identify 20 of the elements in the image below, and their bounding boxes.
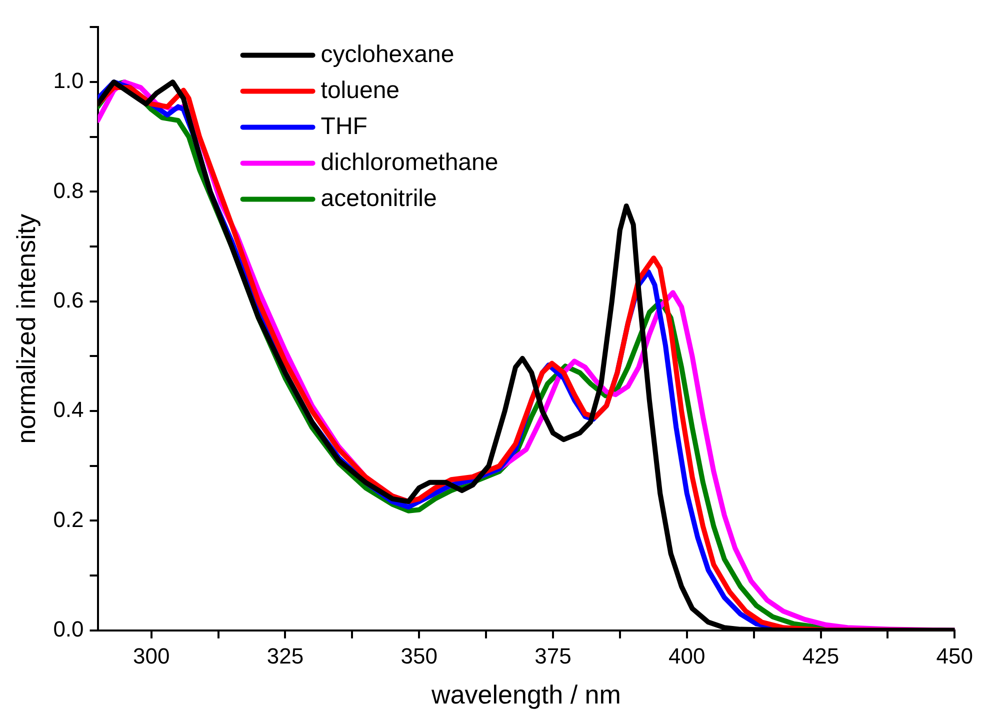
- y-tick-label: 0.6: [53, 287, 84, 312]
- y-tick-label: 0.8: [53, 178, 84, 203]
- x-tick-label: 450: [936, 644, 974, 669]
- x-tick-label: 300: [132, 644, 170, 669]
- x-tick-label: 325: [266, 644, 304, 669]
- legend-label: dichloromethane: [320, 148, 498, 176]
- y-tick-label: 0.4: [53, 397, 84, 422]
- y-tick-label: 1.0: [53, 68, 84, 94]
- y-tick-label: 0.0: [53, 616, 84, 642]
- legend-label: acetonitrile: [320, 184, 437, 212]
- x-tick-label: 400: [668, 644, 706, 669]
- legend-label: cyclohexane: [320, 40, 454, 68]
- legend-label: toluene: [320, 76, 400, 104]
- x-axis-title: wavelength / nm: [430, 680, 621, 710]
- y-tick-label: 0.2: [53, 506, 84, 532]
- legend-label: THF: [320, 112, 368, 140]
- x-tick-label: 375: [534, 644, 572, 669]
- y-axis-title: normalized intensity: [10, 214, 41, 444]
- x-tick-label: 425: [802, 644, 840, 669]
- x-tick-label: 350: [400, 644, 438, 669]
